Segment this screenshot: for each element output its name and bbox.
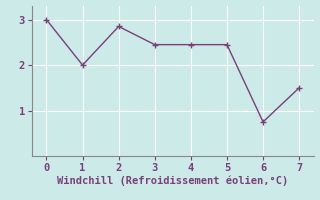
X-axis label: Windchill (Refroidissement éolien,°C): Windchill (Refroidissement éolien,°C) <box>57 176 288 186</box>
